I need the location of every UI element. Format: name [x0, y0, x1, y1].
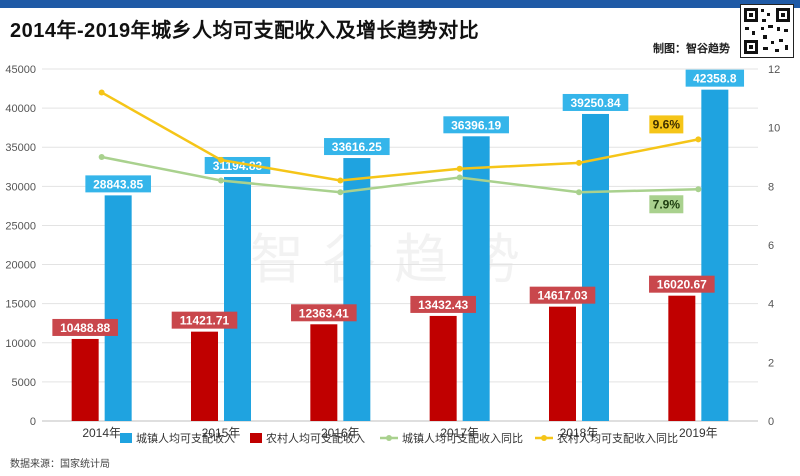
- data-label-box-rural: [291, 304, 357, 322]
- end-label-urban-growth: 7.9%: [653, 197, 681, 211]
- data-label-rural: 10488.88: [60, 321, 110, 335]
- urban-growth-point: [218, 177, 224, 184]
- legend-swatch-marker: [386, 435, 392, 441]
- y-left-tick-label: 20000: [5, 260, 36, 272]
- bar-rural: [71, 338, 99, 421]
- data-label-urban: 33616.25: [332, 140, 382, 154]
- rural-growth-line: [101, 91, 699, 182]
- data-label-box-urban: [85, 175, 151, 193]
- rural-growth-point: [576, 159, 582, 166]
- bar-urban: [462, 136, 490, 422]
- x-tick-label: 2015年: [202, 426, 241, 440]
- header-accent-bar: [0, 0, 800, 8]
- end-label-box-urban-growth: [649, 195, 684, 214]
- data-label-box-rural: [410, 295, 476, 313]
- urban-growth-line: [101, 155, 699, 194]
- chart-maker-credit: 制图：智谷趋势: [653, 43, 730, 55]
- chart-title: 2014年-2019年城乡人均可支配收入及增长趋势对比: [10, 20, 480, 42]
- bar-rural: [549, 306, 576, 421]
- data-label-box-urban: [562, 93, 629, 111]
- y-left-tick-label: 30000: [5, 181, 36, 193]
- y-right-tick-label: 6: [768, 240, 774, 252]
- legend-label: 农村人均可支配收入同比: [557, 431, 678, 445]
- legend-swatch-marker: [541, 435, 547, 441]
- urban-growth-point: [456, 174, 463, 181]
- x-tick-label: 2016年: [321, 426, 360, 440]
- bar-rural: [668, 295, 696, 421]
- rural-growth-point: [456, 165, 463, 172]
- y-left-tick-label: 45000: [5, 64, 36, 76]
- data-label-box-urban: [443, 116, 509, 134]
- y-left-tick-label: 15000: [5, 299, 36, 311]
- rural-growth-point: [218, 156, 224, 163]
- data-label-rural: 12363.41: [299, 306, 349, 320]
- data-source-note: 数据来源：国家统计局: [10, 459, 110, 470]
- x-tick-label: 2019年: [679, 426, 718, 440]
- y-left-tick-label: 10000: [5, 338, 36, 350]
- rural-growth-point: [337, 177, 344, 184]
- x-tick-label: 2017年: [440, 426, 479, 440]
- legend-swatch: [250, 433, 262, 443]
- legend-swatch: [120, 433, 132, 443]
- bar-rural: [429, 315, 457, 421]
- rural-growth-point: [98, 89, 105, 96]
- y-right-tick-label: 10: [768, 123, 780, 135]
- data-label-urban: 36396.19: [451, 118, 501, 132]
- bar-rural: [191, 331, 218, 421]
- data-label-urban: 42358.8: [693, 72, 737, 86]
- urban-growth-point: [337, 189, 344, 196]
- x-tick-label: 2018年: [560, 426, 599, 440]
- data-label-box-rural: [649, 275, 715, 293]
- y-right-tick-label: 4: [768, 299, 774, 311]
- data-label-urban: 39250.84: [570, 96, 620, 110]
- urban-growth-point: [576, 189, 582, 196]
- bar-urban: [701, 89, 729, 421]
- urban-growth-point: [695, 186, 702, 193]
- y-left-tick-label: 35000: [5, 142, 36, 154]
- data-label-rural: 13432.43: [418, 298, 468, 312]
- y-right-tick-label: 12: [768, 64, 780, 76]
- qr-code-icon: [740, 4, 794, 58]
- bar-rural: [310, 324, 338, 421]
- rural-growth-point: [695, 136, 702, 143]
- y-right-tick-label: 2: [768, 357, 774, 369]
- y-left-tick-label: 25000: [5, 220, 36, 232]
- legend-label: 城镇人均可支配收入同比: [402, 431, 523, 445]
- legend-label: 城镇人均可支配收入: [136, 431, 235, 445]
- legend-label: 农村人均可支配收入: [266, 431, 365, 445]
- data-label-box-rural: [171, 311, 238, 329]
- data-label-box-urban: [324, 138, 390, 156]
- bar-urban: [104, 195, 132, 421]
- urban-growth-point: [98, 154, 105, 160]
- data-label-urban: 31194.83: [213, 159, 263, 173]
- bar-urban: [343, 158, 371, 422]
- y-right-tick-label: 0: [768, 416, 774, 428]
- data-label-rural: 16020.67: [657, 278, 707, 292]
- y-left-tick-label: 40000: [5, 103, 36, 115]
- bar-urban: [224, 176, 251, 421]
- data-label-rural: 11421.71: [180, 314, 230, 328]
- x-tick-label: 2014年: [82, 426, 121, 440]
- y-left-tick-label: 5000: [12, 377, 36, 389]
- data-label-box-rural: [52, 318, 118, 336]
- end-label-box-rural-growth: [649, 115, 684, 134]
- y-left-tick-label: 0: [30, 416, 36, 428]
- y-right-tick-label: 8: [768, 181, 774, 193]
- data-label-box-urban: [685, 69, 745, 87]
- bar-urban: [582, 113, 609, 422]
- end-label-rural-growth: 9.6%: [653, 117, 681, 131]
- data-label-urban: 28843.85: [93, 177, 143, 191]
- data-label-box-rural: [529, 286, 596, 304]
- data-label-rural: 14617.03: [537, 289, 587, 303]
